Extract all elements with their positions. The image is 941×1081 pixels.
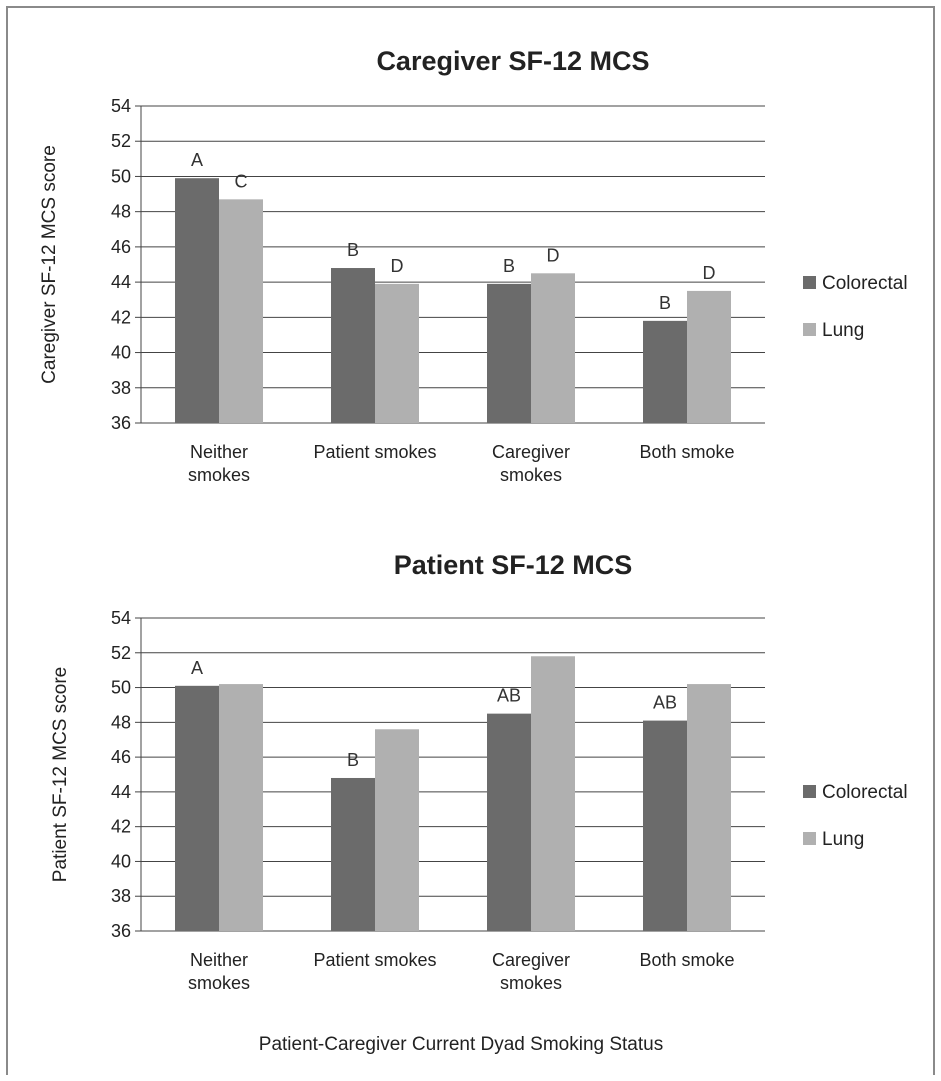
x-tick-label: Caregiver smokes — [492, 950, 570, 993]
y-tick-label: 38 — [111, 886, 131, 906]
y-tick-label: 52 — [111, 131, 131, 151]
x-tick-label: Caregiver smokes — [492, 442, 570, 485]
bar-lung-3 — [531, 656, 575, 931]
x-tick-label: Patient smokes — [313, 950, 436, 970]
bar-colorectal-1 — [175, 685, 219, 931]
legend-entry: Lung — [822, 320, 864, 341]
bar-colorectal-3 — [487, 283, 531, 423]
legend-swatch — [803, 276, 816, 289]
x-tick-label: Both smoke — [639, 442, 734, 462]
significance-label: A — [191, 658, 203, 678]
significance-label: AB — [653, 693, 677, 713]
y-tick-label: 36 — [111, 921, 131, 941]
y-tick-label: 40 — [111, 851, 131, 871]
y-tick-label: 44 — [111, 782, 131, 802]
y-tick-label: 40 — [111, 343, 131, 363]
significance-label: B — [347, 750, 359, 770]
x-axis-title: Patient-Caregiver Current Dyad Smoking S… — [259, 1034, 663, 1055]
x-tick-label: Neither smokes — [188, 950, 250, 993]
bar-lung-3 — [531, 273, 575, 423]
y-tick-label: 54 — [111, 608, 131, 628]
significance-label: D — [391, 256, 404, 276]
legend-entry: Lung — [822, 829, 864, 850]
y-tick-label: 42 — [111, 817, 131, 837]
bar-colorectal-4 — [643, 720, 687, 931]
significance-label: D — [547, 245, 560, 265]
bar-colorectal-2 — [331, 268, 375, 423]
y-tick-label: 48 — [111, 202, 131, 222]
y-tick-label: 50 — [111, 678, 131, 698]
bar-colorectal-1 — [175, 178, 219, 423]
legend-swatch — [803, 785, 816, 798]
y-tick-label: 42 — [111, 307, 131, 327]
significance-label: C — [235, 171, 248, 191]
x-tick-label: Patient smokes — [313, 442, 436, 462]
y-tick-label: 48 — [111, 712, 131, 732]
significance-label: D — [703, 263, 716, 283]
legend-swatch — [803, 832, 816, 845]
chart-1: Caregiver SF-12 MCS 36 38 40 42 44 46 48 50 52 54 C… — [39, 46, 908, 485]
y-tick-label: 52 — [111, 643, 131, 663]
significance-label: A — [191, 150, 203, 170]
legend-entry: Colorectal — [822, 273, 908, 294]
y-tick-label: 50 — [111, 166, 131, 186]
y-tick-label: 54 — [111, 96, 131, 116]
bar-lung-2 — [375, 729, 419, 931]
y-tick-label: 46 — [111, 237, 131, 257]
x-tick-label: Both smoke — [639, 950, 734, 970]
chart-2: Patient SF-12 MCS 36 38 40 42 44 46 48 50 52 54 Pat… — [50, 550, 908, 1055]
figure-frame — [6, 6, 935, 1075]
bar-colorectal-2 — [331, 777, 375, 931]
y-tick-label: 46 — [111, 747, 131, 767]
significance-label: B — [347, 240, 359, 260]
significance-label: B — [659, 293, 671, 313]
x-tick-label: Neither smokes — [188, 442, 250, 485]
bar-lung-1 — [219, 199, 263, 423]
y-tick-label: 38 — [111, 378, 131, 398]
chart-title: Caregiver SF-12 MCS — [376, 46, 649, 76]
bar-lung-2 — [375, 283, 419, 423]
bar-colorectal-3 — [487, 713, 531, 931]
y-axis-label: Caregiver SF-12 MCS score — [39, 145, 60, 384]
bar-colorectal-4 — [643, 320, 687, 423]
bar-lung-1 — [219, 684, 263, 931]
y-axis-label: Patient SF-12 MCS score — [50, 667, 71, 882]
y-tick-label: 44 — [111, 272, 131, 292]
bar-lung-4 — [687, 290, 731, 423]
y-tick-label: 36 — [111, 413, 131, 433]
bar-lung-4 — [687, 684, 731, 931]
significance-label: B — [503, 256, 515, 276]
legend-entry: Colorectal — [822, 782, 908, 803]
significance-label: AB — [497, 686, 521, 706]
legend-swatch — [803, 323, 816, 336]
chart-title: Patient SF-12 MCS — [394, 550, 633, 580]
